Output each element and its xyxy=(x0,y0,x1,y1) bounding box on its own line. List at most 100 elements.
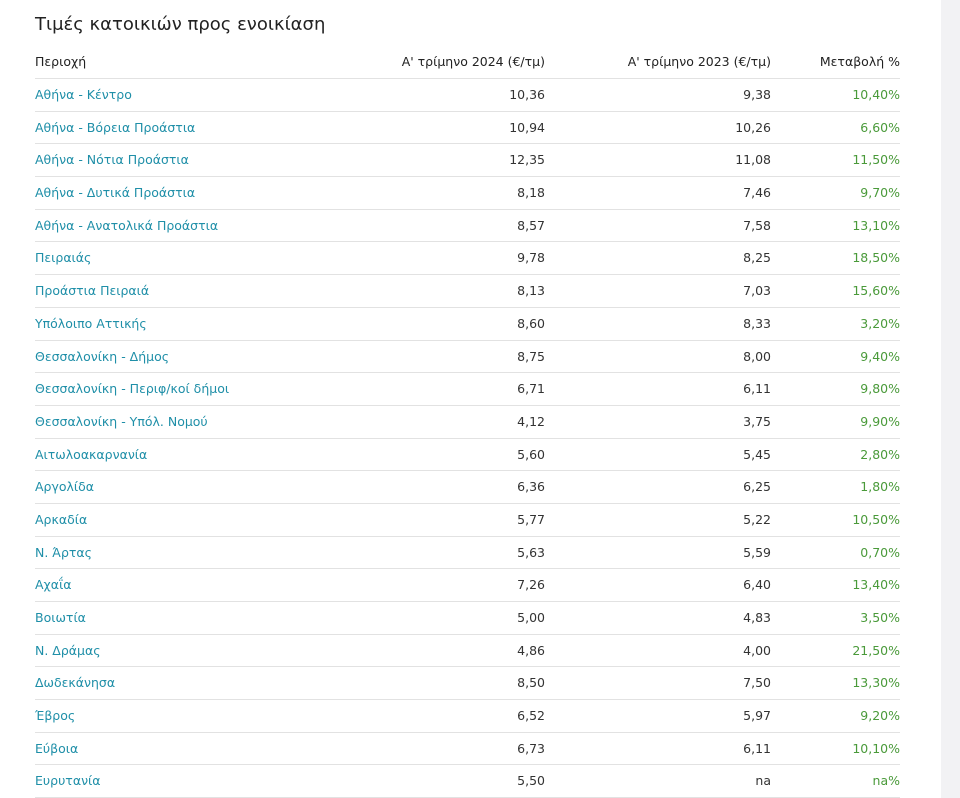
value-change: 10,50% xyxy=(852,511,900,527)
region-link[interactable]: Αθήνα - Βόρεια Προάστια xyxy=(35,119,196,135)
value-change: 3,20% xyxy=(860,315,900,331)
value-change: 15,60% xyxy=(852,283,900,299)
region-link[interactable]: Δωδεκάνησα xyxy=(35,675,116,691)
value-q1-2024: 6,36 xyxy=(517,479,545,495)
value-q1-2023: 7,50 xyxy=(743,675,771,691)
region-link[interactable]: Αρκαδία xyxy=(35,511,88,527)
value-q1-2024: 5,50 xyxy=(517,773,545,789)
value-change: 13,10% xyxy=(852,217,900,233)
value-q1-2023: 7,03 xyxy=(743,283,771,299)
table-row: Αθήνα - Δυτικά Προάστια 8,18 7,46 9,70% xyxy=(35,177,900,210)
value-q1-2023: 11,08 xyxy=(735,152,771,168)
value-q1-2023: 4,00 xyxy=(743,642,771,658)
region-link[interactable]: Πειραιάς xyxy=(35,250,92,266)
value-change: 0,70% xyxy=(860,544,900,560)
value-change: 9,20% xyxy=(860,708,900,724)
table-row: Θεσσαλονίκη - Υπόλ. Νομού 4,12 3,75 9,90% xyxy=(35,406,900,439)
value-q1-2023: 6,11 xyxy=(743,740,771,756)
value-q1-2023: 10,26 xyxy=(735,119,771,135)
region-link[interactable]: Αιτωλοακαρνανία xyxy=(35,446,148,462)
region-link[interactable]: Ευρυτανία xyxy=(35,773,101,789)
value-change: 9,70% xyxy=(860,185,900,201)
value-q1-2024: 8,75 xyxy=(517,348,545,364)
table-row: Αργολίδα 6,36 6,25 1,80% xyxy=(35,471,900,504)
value-q1-2024: 8,13 xyxy=(517,283,545,299)
value-change: 6,60% xyxy=(860,119,900,135)
table-row: Θεσσαλονίκη - Δήμος 8,75 8,00 9,40% xyxy=(35,341,900,374)
value-q1-2023: 6,40 xyxy=(743,577,771,593)
column-header-q1-2024: Α' τρίμηνο 2024 (€/τμ) xyxy=(401,54,545,69)
region-link[interactable]: Θεσσαλονίκη - Περιφ/κοί δήμοι xyxy=(35,381,230,397)
table-row: Υπόλοιπο Αττικής 8,60 8,33 3,20% xyxy=(35,308,900,341)
value-q1-2024: 10,36 xyxy=(509,87,545,102)
table-row: Αρκαδία 5,77 5,22 10,50% xyxy=(35,504,900,537)
value-change: 9,40% xyxy=(860,348,900,364)
table-row: Αχαΐα 7,26 6,40 13,40% xyxy=(35,569,900,602)
value-q1-2023: 3,75 xyxy=(743,413,771,429)
value-q1-2023: 5,59 xyxy=(743,544,771,560)
table-row: Έβρος 6,52 5,97 9,20% xyxy=(35,700,900,733)
value-q1-2024: 5,63 xyxy=(517,544,545,560)
page-title: Τιμές κατοικιών προς ενοικίαση xyxy=(35,14,326,35)
column-header-change: Μεταβολή % xyxy=(819,54,900,69)
value-change: 9,80% xyxy=(860,381,900,397)
value-q1-2024: 4,86 xyxy=(517,642,545,658)
value-q1-2024: 9,78 xyxy=(517,250,545,266)
region-link[interactable]: Ν. Άρτας xyxy=(35,544,92,560)
value-change: 13,30% xyxy=(852,675,900,691)
table-row: Αθήνα - Βόρεια Προάστια 10,94 10,26 6,60% xyxy=(35,112,900,145)
region-link[interactable]: Αργολίδα xyxy=(35,479,95,495)
region-link[interactable]: Αθήνα - Νότια Προάστια xyxy=(35,152,189,168)
column-header-region: Περιοχή xyxy=(35,54,87,69)
table-row: Θεσσαλονίκη - Περιφ/κοί δήμοι 6,71 6,11 9,8… xyxy=(35,373,900,406)
value-q1-2024: 8,60 xyxy=(517,315,545,331)
region-link[interactable]: Θεσσαλονίκη - Δήμος xyxy=(35,348,170,364)
region-link[interactable]: Θεσσαλονίκη - Υπόλ. Νομού xyxy=(35,413,208,429)
value-change: 10,10% xyxy=(852,740,900,756)
value-change: 3,50% xyxy=(860,610,900,625)
table-row: Βοιωτία 5,00 4,83 3,50% xyxy=(35,602,900,635)
table-row: Ν. Άρτας 5,63 5,59 0,70% xyxy=(35,537,900,570)
value-q1-2023: 8,33 xyxy=(743,315,771,331)
region-link[interactable]: Βοιωτία xyxy=(35,610,86,625)
scrollbar-track[interactable] xyxy=(941,0,960,798)
value-q1-2023: 6,11 xyxy=(743,381,771,397)
table-row: Ευρυτανία 5,50 na na% xyxy=(35,765,900,798)
region-link[interactable]: Αθήνα - Δυτικά Προάστια xyxy=(35,185,196,201)
region-link[interactable]: Έβρος xyxy=(35,708,76,724)
value-q1-2023: 8,00 xyxy=(743,348,771,364)
value-q1-2024: 5,00 xyxy=(517,610,545,625)
region-link[interactable]: Ν. Δράμας xyxy=(35,642,101,658)
value-q1-2024: 7,26 xyxy=(517,577,545,593)
table-row: Εύβοια 6,73 6,11 10,10% xyxy=(35,733,900,766)
value-q1-2023: 7,46 xyxy=(743,185,771,201)
value-q1-2024: 6,52 xyxy=(517,708,545,724)
table-body: Αθήνα - Κέντρο 10,36 9,38 10,40% Αθήνα - Βόρ… xyxy=(35,79,900,798)
region-link[interactable]: Αχαΐα xyxy=(35,577,72,593)
region-link[interactable]: Αθήνα - Ανατολικά Προάστια xyxy=(35,217,219,233)
value-q1-2024: 8,57 xyxy=(517,217,545,233)
value-q1-2023: 8,25 xyxy=(743,250,771,266)
value-q1-2024: 8,18 xyxy=(517,185,545,201)
value-q1-2023: 6,25 xyxy=(743,479,771,495)
region-link[interactable]: Υπόλοιπο Αττικής xyxy=(35,315,147,331)
value-change: na% xyxy=(872,773,900,789)
value-q1-2023: 4,83 xyxy=(743,610,771,625)
value-change: 10,40% xyxy=(852,87,900,102)
value-q1-2024: 6,71 xyxy=(517,381,545,397)
region-link[interactable]: Αθήνα - Κέντρο xyxy=(35,87,132,102)
table-row: Αιτωλοακαρνανία 5,60 5,45 2,80% xyxy=(35,439,900,472)
table-row: Ν. Δράμας 4,86 4,00 21,50% xyxy=(35,635,900,668)
value-change: 9,90% xyxy=(860,413,900,429)
region-link[interactable]: Εύβοια xyxy=(35,740,79,756)
value-q1-2023: 9,38 xyxy=(743,87,771,102)
table-row: Αθήνα - Νότια Προάστια 12,35 11,08 11,50% xyxy=(35,144,900,178)
region-link[interactable]: Προάστια Πειραιά xyxy=(35,283,150,299)
table-row: Δωδεκάνησα 8,50 7,50 13,30% xyxy=(35,667,900,701)
table-row: Αθήνα - Κέντρο 10,36 9,38 10,40% xyxy=(35,79,900,112)
table-row: Πειραιάς 9,78 8,25 18,50% xyxy=(35,242,900,276)
value-change: 18,50% xyxy=(852,250,900,266)
value-change: 2,80% xyxy=(860,446,900,462)
value-q1-2024: 5,77 xyxy=(517,511,545,527)
